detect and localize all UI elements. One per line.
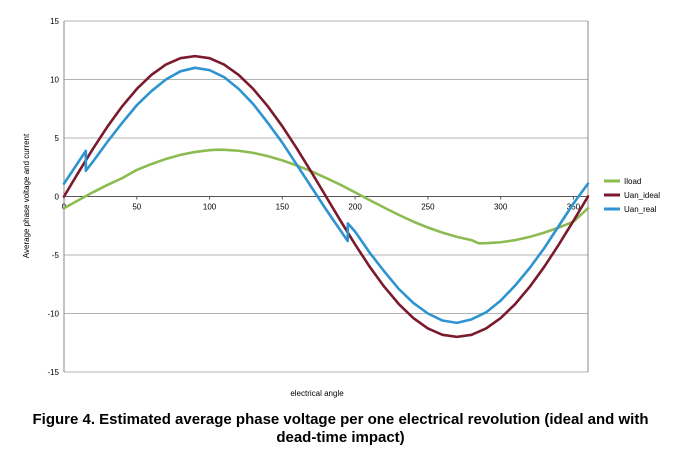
y-tick-label: 10 [50, 76, 59, 85]
legend-label: Uan_ideal [624, 191, 660, 200]
y-tick-label: -5 [52, 251, 60, 260]
caption-line-2: dead-time impact) [276, 429, 405, 446]
legend-label: Iload [624, 177, 641, 186]
y-tick-label: 0 [55, 193, 60, 202]
series-line-iload [62, 148, 590, 245]
legend: Iload Uan_ideal Uan_real [604, 177, 660, 214]
series-lines [62, 54, 590, 339]
series-line-uan-ideal [62, 54, 590, 339]
legend-label: Uan_real [624, 205, 657, 214]
x-axis-title: electrical angle [290, 389, 344, 398]
caption-line-1: Figure 4. Estimated average phase voltag… [32, 411, 649, 428]
y-tick-labels: 15 10 5 0 -5 -10 -15 [47, 17, 59, 377]
x-tick-label: 200 [348, 203, 362, 212]
y-tick-label: 15 [50, 17, 59, 26]
x-tick-label: 300 [494, 203, 508, 212]
y-tick-label: 5 [55, 134, 60, 143]
x-tick-label: 100 [203, 203, 217, 212]
figure-caption: Figure 4. Estimated average phase voltag… [0, 411, 681, 447]
x-tick-label: 250 [421, 203, 435, 212]
y-tick-label: -10 [47, 310, 59, 319]
y-tick-label: -15 [47, 368, 59, 377]
x-tick-label: 350 [567, 203, 581, 212]
x-tick-label: 50 [132, 203, 141, 212]
x-tick-label: 150 [276, 203, 290, 212]
y-axis-title: Average phase voltage and current [22, 133, 31, 258]
series-line-uan-real [62, 66, 590, 325]
chart: 15 10 5 0 -5 -10 -15 0 50 100 150 200 250 300 350 Ilo… [22, 17, 660, 398]
